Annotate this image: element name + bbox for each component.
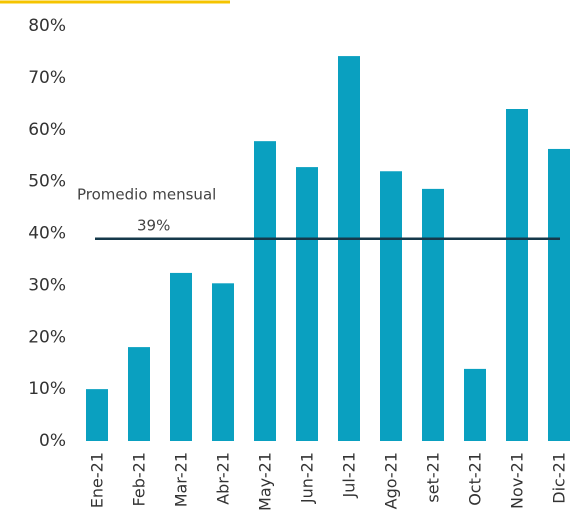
bar bbox=[548, 148, 570, 441]
y-tick-label: 40% bbox=[28, 224, 66, 244]
y-tick-label: 80% bbox=[28, 16, 66, 36]
average-value-label: 39% bbox=[137, 217, 170, 235]
bar bbox=[422, 188, 444, 441]
y-tick-label: 20% bbox=[28, 327, 66, 347]
x-tick-label: May-21 bbox=[256, 452, 275, 511]
bar bbox=[254, 141, 276, 441]
bar bbox=[338, 56, 360, 442]
x-tick-label: set-21 bbox=[424, 452, 443, 503]
bar bbox=[170, 272, 192, 441]
x-tick-label: Mar-21 bbox=[172, 452, 191, 507]
bar bbox=[212, 283, 234, 441]
x-tick-label: Nov-21 bbox=[508, 452, 527, 509]
x-tick-label: Dic-21 bbox=[550, 452, 569, 504]
x-tick-label: Ago-21 bbox=[382, 452, 401, 509]
bar bbox=[380, 171, 402, 441]
x-tick-label: Feb-21 bbox=[130, 452, 149, 506]
bar bbox=[464, 368, 486, 441]
x-tick-label: Ene-21 bbox=[88, 452, 107, 508]
average-label: Promedio mensual bbox=[77, 186, 216, 204]
bar bbox=[296, 167, 318, 441]
x-tick-label: Abr-21 bbox=[214, 452, 233, 505]
y-tick-label: 10% bbox=[28, 379, 66, 399]
x-tick-label: Jun-21 bbox=[298, 452, 317, 504]
x-tick-label: Oct-21 bbox=[466, 452, 485, 506]
y-tick-label: 60% bbox=[28, 120, 66, 140]
x-tick-label: Jul-21 bbox=[340, 452, 359, 498]
y-tick-label: 0% bbox=[39, 431, 66, 451]
y-tick-label: 50% bbox=[28, 172, 66, 192]
bar bbox=[128, 347, 150, 441]
bar bbox=[506, 109, 528, 441]
bar bbox=[86, 389, 108, 441]
y-tick-label: 70% bbox=[28, 68, 66, 88]
y-tick-label: 30% bbox=[28, 275, 66, 295]
